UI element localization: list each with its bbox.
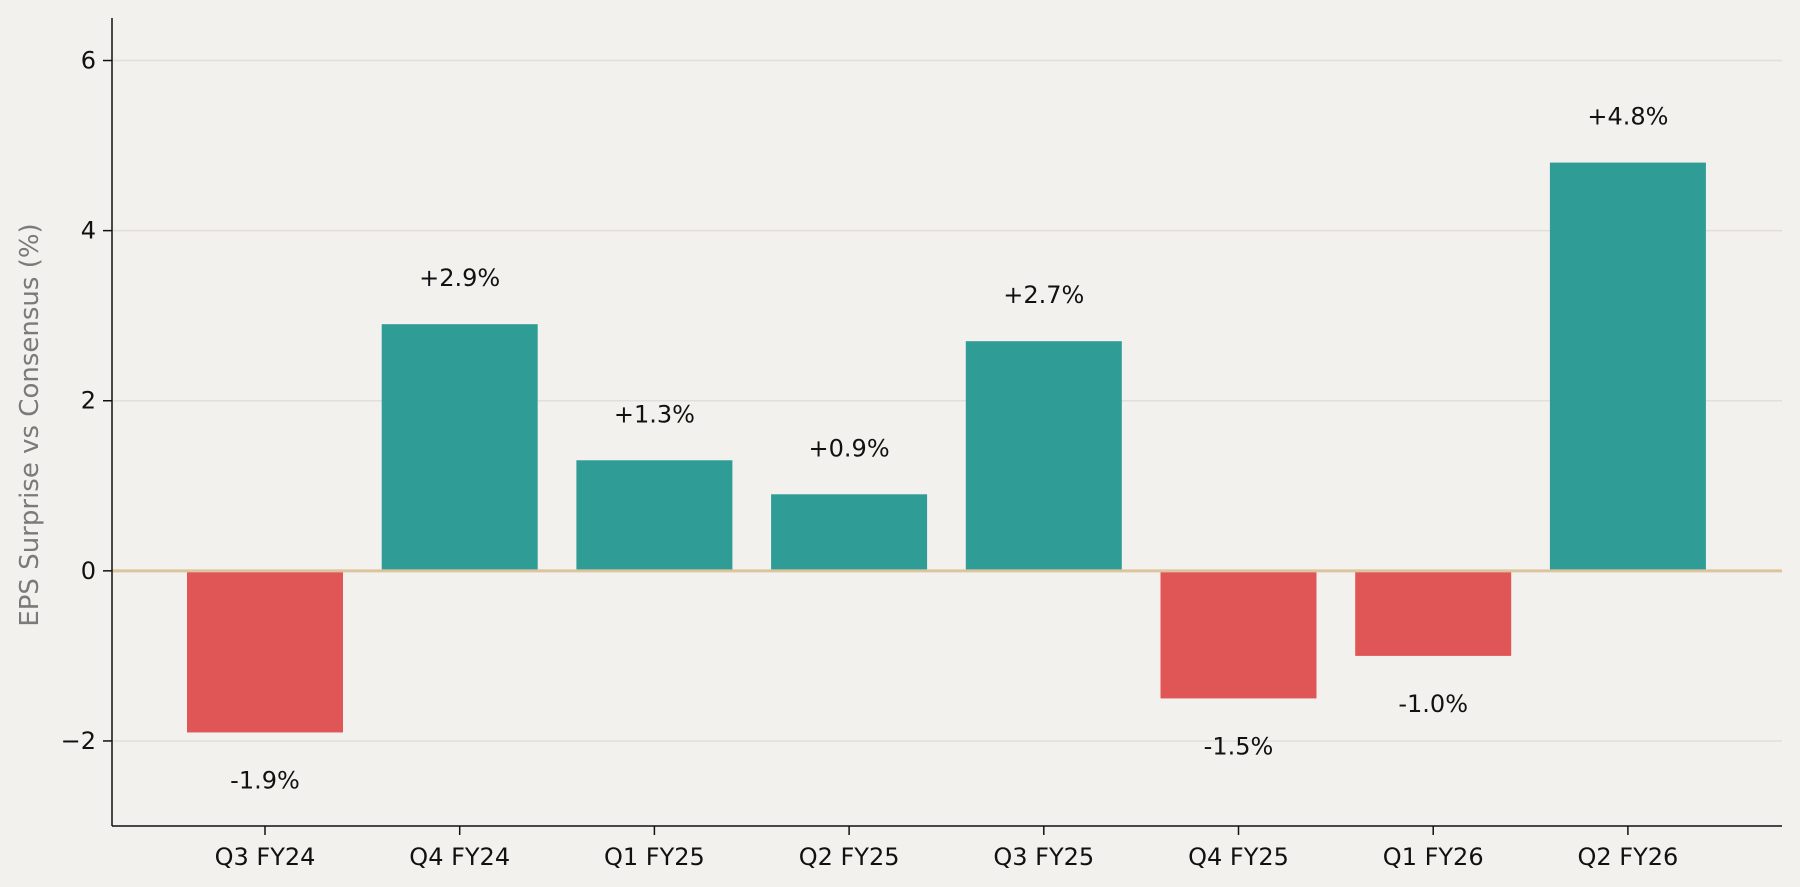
data-label: +2.7% bbox=[1003, 281, 1084, 309]
bars bbox=[187, 162, 1706, 733]
y-tick-label: 0 bbox=[81, 557, 96, 585]
x-tick-label: Q1 FY25 bbox=[604, 843, 705, 871]
data-label: +4.8% bbox=[1587, 103, 1668, 131]
y-tick-label: 2 bbox=[81, 387, 96, 415]
bar-q4-fy24 bbox=[381, 324, 538, 571]
bar-q2-fy25 bbox=[771, 494, 928, 571]
x-tick-label: Q2 FY25 bbox=[799, 843, 900, 871]
data-label: -1.9% bbox=[230, 766, 300, 794]
bar-q2-fy26 bbox=[1549, 162, 1706, 571]
x-tick-label: Q3 FY25 bbox=[993, 843, 1094, 871]
axes: −2 0 2 4 6 Q3 FY24 Q4 FY24 Q1 FY25 Q2 FY25 Q3 FY2… bbox=[61, 18, 1782, 871]
bar-q4-fy25 bbox=[1160, 570, 1317, 699]
bar-q1-fy25 bbox=[576, 460, 733, 571]
data-labels: -1.9% +2.9% +1.3% +0.9% +2.7% -1.5% -1.0% +4.8% bbox=[230, 103, 1668, 795]
data-label: +0.9% bbox=[809, 434, 890, 462]
x-tick-label: Q4 FY24 bbox=[409, 843, 510, 871]
data-label: -1.0% bbox=[1398, 690, 1468, 718]
bar-q3-fy24 bbox=[187, 570, 343, 733]
x-tick-label: Q4 FY25 bbox=[1188, 843, 1289, 871]
x-tick-label: Q3 FY24 bbox=[215, 843, 316, 871]
x-tick-label: Q1 FY26 bbox=[1383, 843, 1484, 871]
bar-q1-fy26 bbox=[1355, 570, 1512, 656]
data-label: +2.9% bbox=[419, 264, 500, 292]
y-tick-label: 6 bbox=[81, 47, 96, 75]
y-tick-label: −2 bbox=[61, 727, 96, 755]
x-tick-label: Q2 FY26 bbox=[1578, 843, 1679, 871]
y-tick-label: 4 bbox=[81, 217, 96, 245]
y-axis-title: EPS Surprise vs Consensus (%) bbox=[15, 223, 45, 626]
grid-lines bbox=[112, 59, 1782, 742]
data-label: -1.5% bbox=[1204, 732, 1274, 760]
data-label: +1.3% bbox=[614, 400, 695, 428]
bar-q3-fy25 bbox=[965, 341, 1122, 571]
